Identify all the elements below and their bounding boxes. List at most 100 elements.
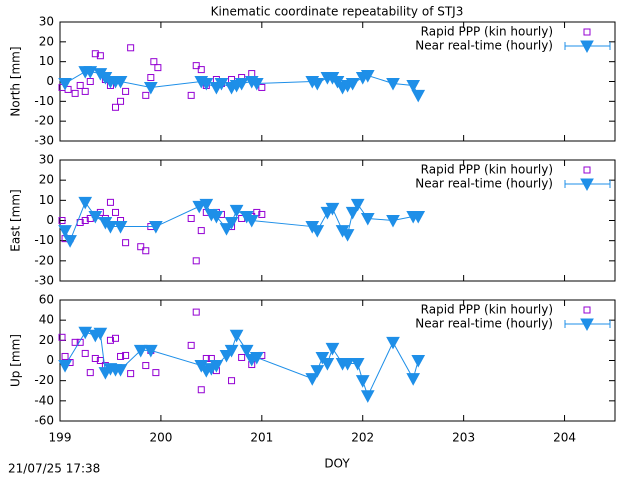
point <box>199 77 214 91</box>
point <box>91 50 99 58</box>
point <box>83 66 98 79</box>
point <box>112 334 119 342</box>
point <box>122 87 130 95</box>
point <box>96 52 104 60</box>
point <box>360 390 375 403</box>
point <box>143 81 158 95</box>
plot-frame <box>59 159 616 282</box>
y-axis-label: Up [mm] <box>9 334 23 387</box>
point <box>58 77 72 91</box>
point <box>411 355 426 368</box>
point <box>580 40 594 54</box>
point <box>133 344 148 358</box>
point <box>122 239 130 247</box>
point <box>117 97 125 105</box>
point <box>81 349 89 357</box>
point <box>137 243 145 251</box>
point <box>583 28 591 36</box>
point <box>360 212 375 226</box>
point <box>258 210 266 218</box>
point <box>149 221 163 234</box>
point <box>219 223 234 236</box>
point <box>112 208 119 216</box>
point <box>350 358 365 371</box>
point <box>150 58 158 66</box>
point <box>91 354 99 362</box>
point <box>199 198 214 212</box>
point <box>78 326 93 340</box>
point <box>71 89 79 97</box>
point <box>113 76 128 89</box>
x-tick-label: 202 <box>351 431 374 445</box>
point <box>93 327 108 341</box>
y-tick-label: 60 <box>39 293 54 307</box>
point <box>583 306 591 314</box>
point <box>86 369 94 377</box>
legend-label: Rapid PPP (kin hourly) <box>421 163 553 177</box>
y-tick-label: 0 <box>46 213 54 227</box>
point <box>228 377 236 385</box>
point <box>249 77 264 91</box>
point <box>58 360 72 373</box>
point <box>406 373 421 386</box>
y-tick-label: 20 <box>39 34 54 48</box>
y-tick-label: 10 <box>39 54 54 68</box>
point <box>154 64 162 72</box>
point <box>345 206 360 220</box>
y-axis-label: North [mm] <box>9 46 23 116</box>
point <box>142 362 150 370</box>
point <box>305 373 320 386</box>
point <box>386 336 400 350</box>
point <box>142 247 150 255</box>
legend-label: Rapid PPP (kin hourly) <box>421 25 553 39</box>
point <box>411 89 426 103</box>
point <box>229 329 244 343</box>
point <box>197 66 205 74</box>
point <box>147 74 155 82</box>
point <box>580 178 594 192</box>
point <box>258 83 266 91</box>
point <box>143 344 158 358</box>
y-tick-label: -20 <box>34 373 54 387</box>
y-tick-label: -20 <box>34 253 54 267</box>
point <box>238 353 246 361</box>
point <box>78 196 93 210</box>
point <box>209 210 224 224</box>
x-tick-label: 203 <box>452 431 475 445</box>
x-axis-label: DOY <box>324 457 350 471</box>
footer: 21/07/25 17:38 <box>8 462 100 476</box>
point <box>310 365 325 378</box>
point <box>355 375 370 388</box>
point <box>106 336 114 344</box>
point <box>224 217 239 230</box>
point <box>76 81 84 89</box>
x-tick-label: 200 <box>149 431 172 445</box>
point <box>340 358 355 371</box>
point <box>58 333 66 341</box>
y-tick-label: -10 <box>34 233 54 247</box>
point <box>406 79 421 93</box>
x-tick-label: 204 <box>553 431 576 445</box>
point <box>117 352 125 360</box>
point <box>192 308 200 316</box>
point <box>81 87 89 95</box>
y-tick-label: -60 <box>34 414 54 428</box>
y-tick-label: 0 <box>46 74 54 88</box>
legend-label: Near real-time (hourly) <box>415 177 553 191</box>
point <box>325 202 340 216</box>
point <box>197 386 205 394</box>
y-tick-label: 40 <box>39 313 54 327</box>
point <box>411 210 426 224</box>
point <box>340 229 355 242</box>
point <box>71 338 79 346</box>
y-tick-label: 0 <box>46 353 54 367</box>
point <box>88 210 103 224</box>
point <box>152 369 160 377</box>
y-tick-label: 10 <box>39 193 54 207</box>
y-tick-label: -20 <box>34 114 54 128</box>
plot-frame <box>59 21 616 142</box>
y-axis-label: East [mm] <box>9 189 23 251</box>
point <box>192 257 200 265</box>
point <box>58 217 66 224</box>
